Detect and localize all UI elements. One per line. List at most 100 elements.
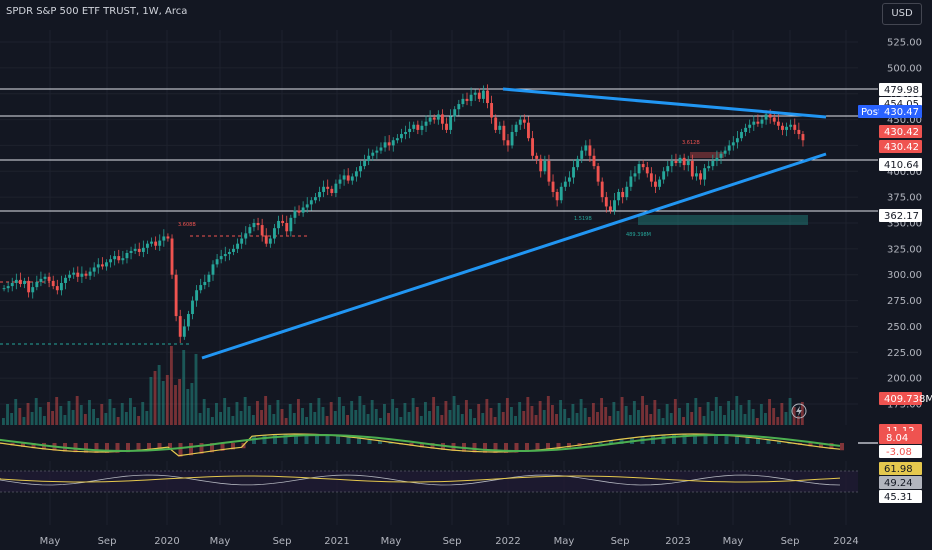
volume-bar	[198, 413, 202, 430]
macd-histogram-bar	[777, 440, 781, 444]
candle-body	[76, 272, 80, 277]
candle-body	[252, 223, 256, 228]
candle-body	[662, 171, 666, 180]
time-tick-label: May	[210, 536, 231, 547]
volume-bar	[768, 399, 771, 430]
candle-body	[350, 176, 354, 181]
volume-bar	[764, 413, 767, 430]
candle-body	[285, 223, 289, 232]
candle-body	[789, 124, 793, 127]
volume-bar	[497, 403, 501, 430]
macd-histogram-bar	[325, 434, 330, 444]
volume-bar	[735, 396, 739, 430]
volume-bar	[358, 396, 362, 430]
volume-bar	[473, 418, 477, 430]
candle-body	[453, 109, 457, 117]
price-label-text: 479.98	[884, 85, 919, 96]
volume-bar	[423, 402, 427, 430]
volume-bar	[702, 416, 706, 430]
time-tick-label: Sep	[98, 536, 117, 547]
macd-histogram-bar	[199, 443, 204, 454]
candle-body	[72, 272, 76, 275]
candle-body	[801, 134, 805, 141]
volume-bar	[141, 402, 145, 430]
candle-body	[51, 280, 55, 287]
volume-bar	[30, 412, 34, 430]
macd-histogram-bar	[420, 443, 424, 448]
volume-bar	[165, 375, 169, 430]
rsi-value-text: 45.31	[884, 492, 913, 503]
macd-histogram-bar	[504, 443, 508, 453]
volume-bar	[313, 412, 317, 430]
rsi-pane	[0, 470, 858, 493]
volume-bar	[542, 410, 546, 430]
price-label-text: 454.05	[884, 99, 919, 110]
time-tick-label: 2020	[154, 536, 179, 547]
volume-bar	[10, 413, 14, 430]
candle-body	[236, 243, 240, 249]
volume-bar	[67, 401, 71, 430]
chart-title: SPDR S&P 500 ETF TRUST, 1W, Arca	[6, 6, 188, 17]
candle-body	[510, 131, 514, 146]
volume-bar	[129, 398, 132, 430]
volume-bar	[710, 411, 714, 430]
volume-bar	[784, 412, 788, 430]
volume-bar	[612, 402, 616, 430]
support-trendline	[201, 152, 827, 360]
candle-body	[346, 175, 350, 181]
volume-bar	[641, 396, 644, 430]
volume-bar	[251, 415, 255, 430]
candle-body	[666, 166, 670, 172]
volume-bar	[669, 413, 673, 430]
candle-body	[465, 98, 469, 101]
candle-body	[416, 124, 420, 130]
volume-bar	[432, 397, 436, 430]
candle-body	[96, 264, 100, 268]
candle-body	[531, 138, 534, 156]
time-tick-label: 2023	[665, 536, 690, 547]
volume-bar	[288, 404, 292, 430]
volume-bar	[718, 406, 722, 430]
macd-histogram-bar	[609, 440, 613, 444]
time-tick-label: Sep	[611, 536, 630, 547]
alert-bolt-icon[interactable]	[791, 403, 807, 419]
volume-bar	[153, 371, 157, 430]
candle-body	[748, 124, 752, 128]
macd-value-text: 8.04	[886, 433, 908, 444]
currency-selector[interactable]: USD	[882, 3, 922, 25]
macd-histogram-bar	[546, 443, 550, 451]
candle-body	[527, 122, 530, 139]
candle-body	[141, 247, 145, 252]
volume-bar	[436, 406, 440, 430]
volume-bar	[206, 408, 210, 430]
candle-body	[461, 98, 465, 105]
volume-bar	[665, 404, 669, 430]
volume-bar	[477, 404, 481, 430]
candle-body	[125, 252, 129, 259]
candle-body	[166, 236, 170, 239]
candle-body	[195, 290, 199, 301]
candle-body	[297, 210, 301, 213]
volume-bar	[661, 418, 665, 430]
volume-bar	[321, 407, 325, 430]
candle-body	[203, 281, 207, 286]
price-tick-label: 325.00	[887, 244, 922, 255]
volume-bar	[567, 418, 571, 430]
volume-bar	[456, 405, 460, 430]
volume-bar	[698, 407, 702, 430]
candle-body	[408, 128, 412, 132]
volume-bar	[608, 416, 612, 430]
volume-bar	[723, 415, 726, 430]
price-label-text: 410.64	[884, 160, 919, 171]
volume-bar	[579, 399, 583, 430]
volume-bar	[534, 415, 538, 430]
candle-body	[674, 160, 678, 164]
time-tick-label: Sep	[781, 536, 800, 547]
candle-body	[723, 150, 727, 154]
volume-bar	[231, 416, 235, 430]
macd-histogram-bar	[346, 436, 351, 444]
volume-bar	[383, 404, 386, 430]
volume-bar	[464, 400, 468, 430]
candle-body	[506, 140, 510, 146]
